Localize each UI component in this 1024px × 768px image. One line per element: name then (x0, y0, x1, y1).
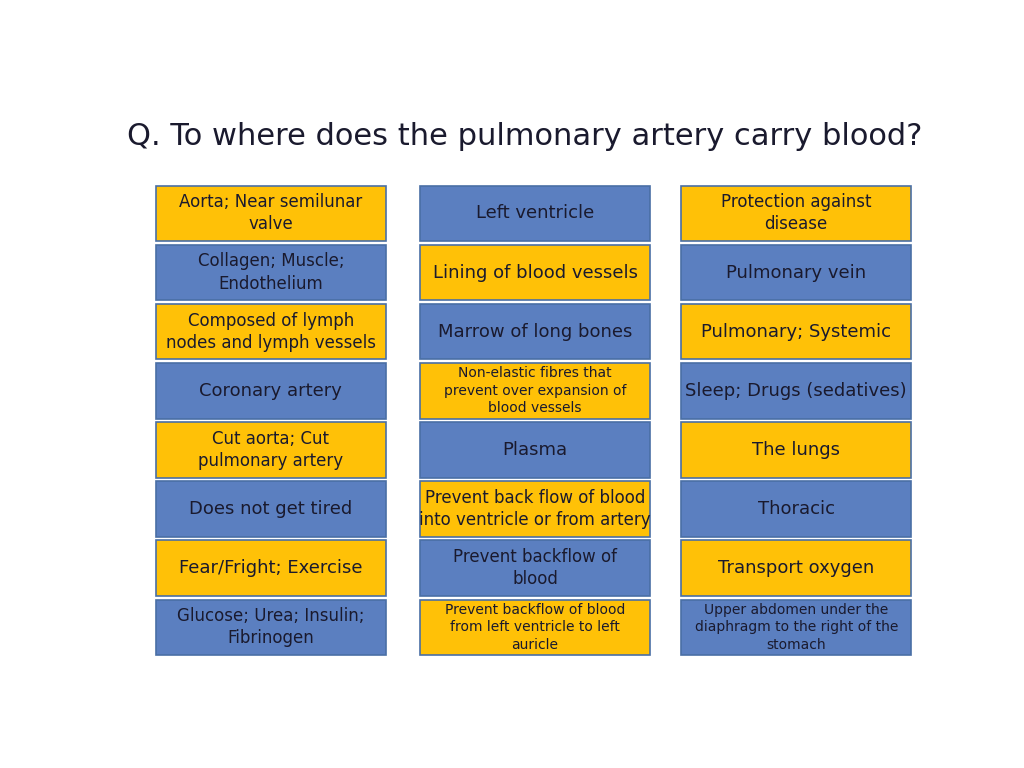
Text: Pulmonary; Systemic: Pulmonary; Systemic (701, 323, 891, 341)
FancyBboxPatch shape (156, 422, 386, 478)
Text: Thoracic: Thoracic (758, 500, 835, 518)
FancyBboxPatch shape (156, 541, 386, 596)
FancyBboxPatch shape (156, 245, 386, 300)
FancyBboxPatch shape (681, 422, 911, 478)
FancyBboxPatch shape (681, 600, 911, 655)
FancyBboxPatch shape (156, 482, 386, 537)
Text: Lining of blood vessels: Lining of blood vessels (432, 263, 638, 282)
FancyBboxPatch shape (156, 363, 386, 419)
Text: Glucose; Urea; Insulin;
Fibrinogen: Glucose; Urea; Insulin; Fibrinogen (177, 607, 365, 647)
FancyBboxPatch shape (681, 304, 911, 359)
Text: Non-elastic fibres that
prevent over expansion of
blood vessels: Non-elastic fibres that prevent over exp… (443, 366, 627, 415)
Text: Aorta; Near semilunar
valve: Aorta; Near semilunar valve (179, 194, 362, 233)
Text: Marrow of long bones: Marrow of long bones (438, 323, 632, 341)
FancyBboxPatch shape (681, 482, 911, 537)
Text: Protection against
disease: Protection against disease (721, 194, 871, 233)
Text: Upper abdomen under the
diaphragm to the right of the
stomach: Upper abdomen under the diaphragm to the… (694, 603, 898, 651)
FancyBboxPatch shape (420, 363, 650, 419)
Text: Transport oxygen: Transport oxygen (718, 559, 874, 578)
FancyBboxPatch shape (156, 186, 386, 241)
FancyBboxPatch shape (681, 186, 911, 241)
Text: Does not get tired: Does not get tired (189, 500, 352, 518)
Text: Left ventricle: Left ventricle (476, 204, 594, 223)
FancyBboxPatch shape (420, 304, 650, 359)
FancyBboxPatch shape (681, 541, 911, 596)
Text: Pulmonary vein: Pulmonary vein (726, 263, 866, 282)
FancyBboxPatch shape (681, 363, 911, 419)
Text: Cut aorta; Cut
pulmonary artery: Cut aorta; Cut pulmonary artery (199, 430, 343, 470)
FancyBboxPatch shape (420, 186, 650, 241)
FancyBboxPatch shape (420, 482, 650, 537)
FancyBboxPatch shape (156, 600, 386, 655)
Text: Collagen; Muscle;
Endothelium: Collagen; Muscle; Endothelium (198, 253, 344, 293)
Text: Prevent back flow of blood
into ventricle or from artery: Prevent back flow of blood into ventricl… (419, 489, 651, 529)
FancyBboxPatch shape (156, 304, 386, 359)
Text: Plasma: Plasma (503, 441, 567, 459)
FancyBboxPatch shape (420, 600, 650, 655)
Text: Sleep; Drugs (sedatives): Sleep; Drugs (sedatives) (685, 382, 907, 400)
Text: Composed of lymph
nodes and lymph vessels: Composed of lymph nodes and lymph vessel… (166, 312, 376, 352)
FancyBboxPatch shape (420, 541, 650, 596)
FancyBboxPatch shape (420, 245, 650, 300)
FancyBboxPatch shape (420, 422, 650, 478)
Text: Coronary artery: Coronary artery (200, 382, 342, 400)
Text: Prevent backflow of blood
from left ventricle to left
auricle: Prevent backflow of blood from left vent… (445, 603, 626, 651)
Text: Prevent backflow of
blood: Prevent backflow of blood (453, 548, 617, 588)
Text: Q. To where does the pulmonary artery carry blood?: Q. To where does the pulmonary artery ca… (127, 122, 923, 151)
FancyBboxPatch shape (681, 245, 911, 300)
Text: Fear/Fright; Exercise: Fear/Fright; Exercise (179, 559, 362, 578)
Text: The lungs: The lungs (753, 441, 841, 459)
